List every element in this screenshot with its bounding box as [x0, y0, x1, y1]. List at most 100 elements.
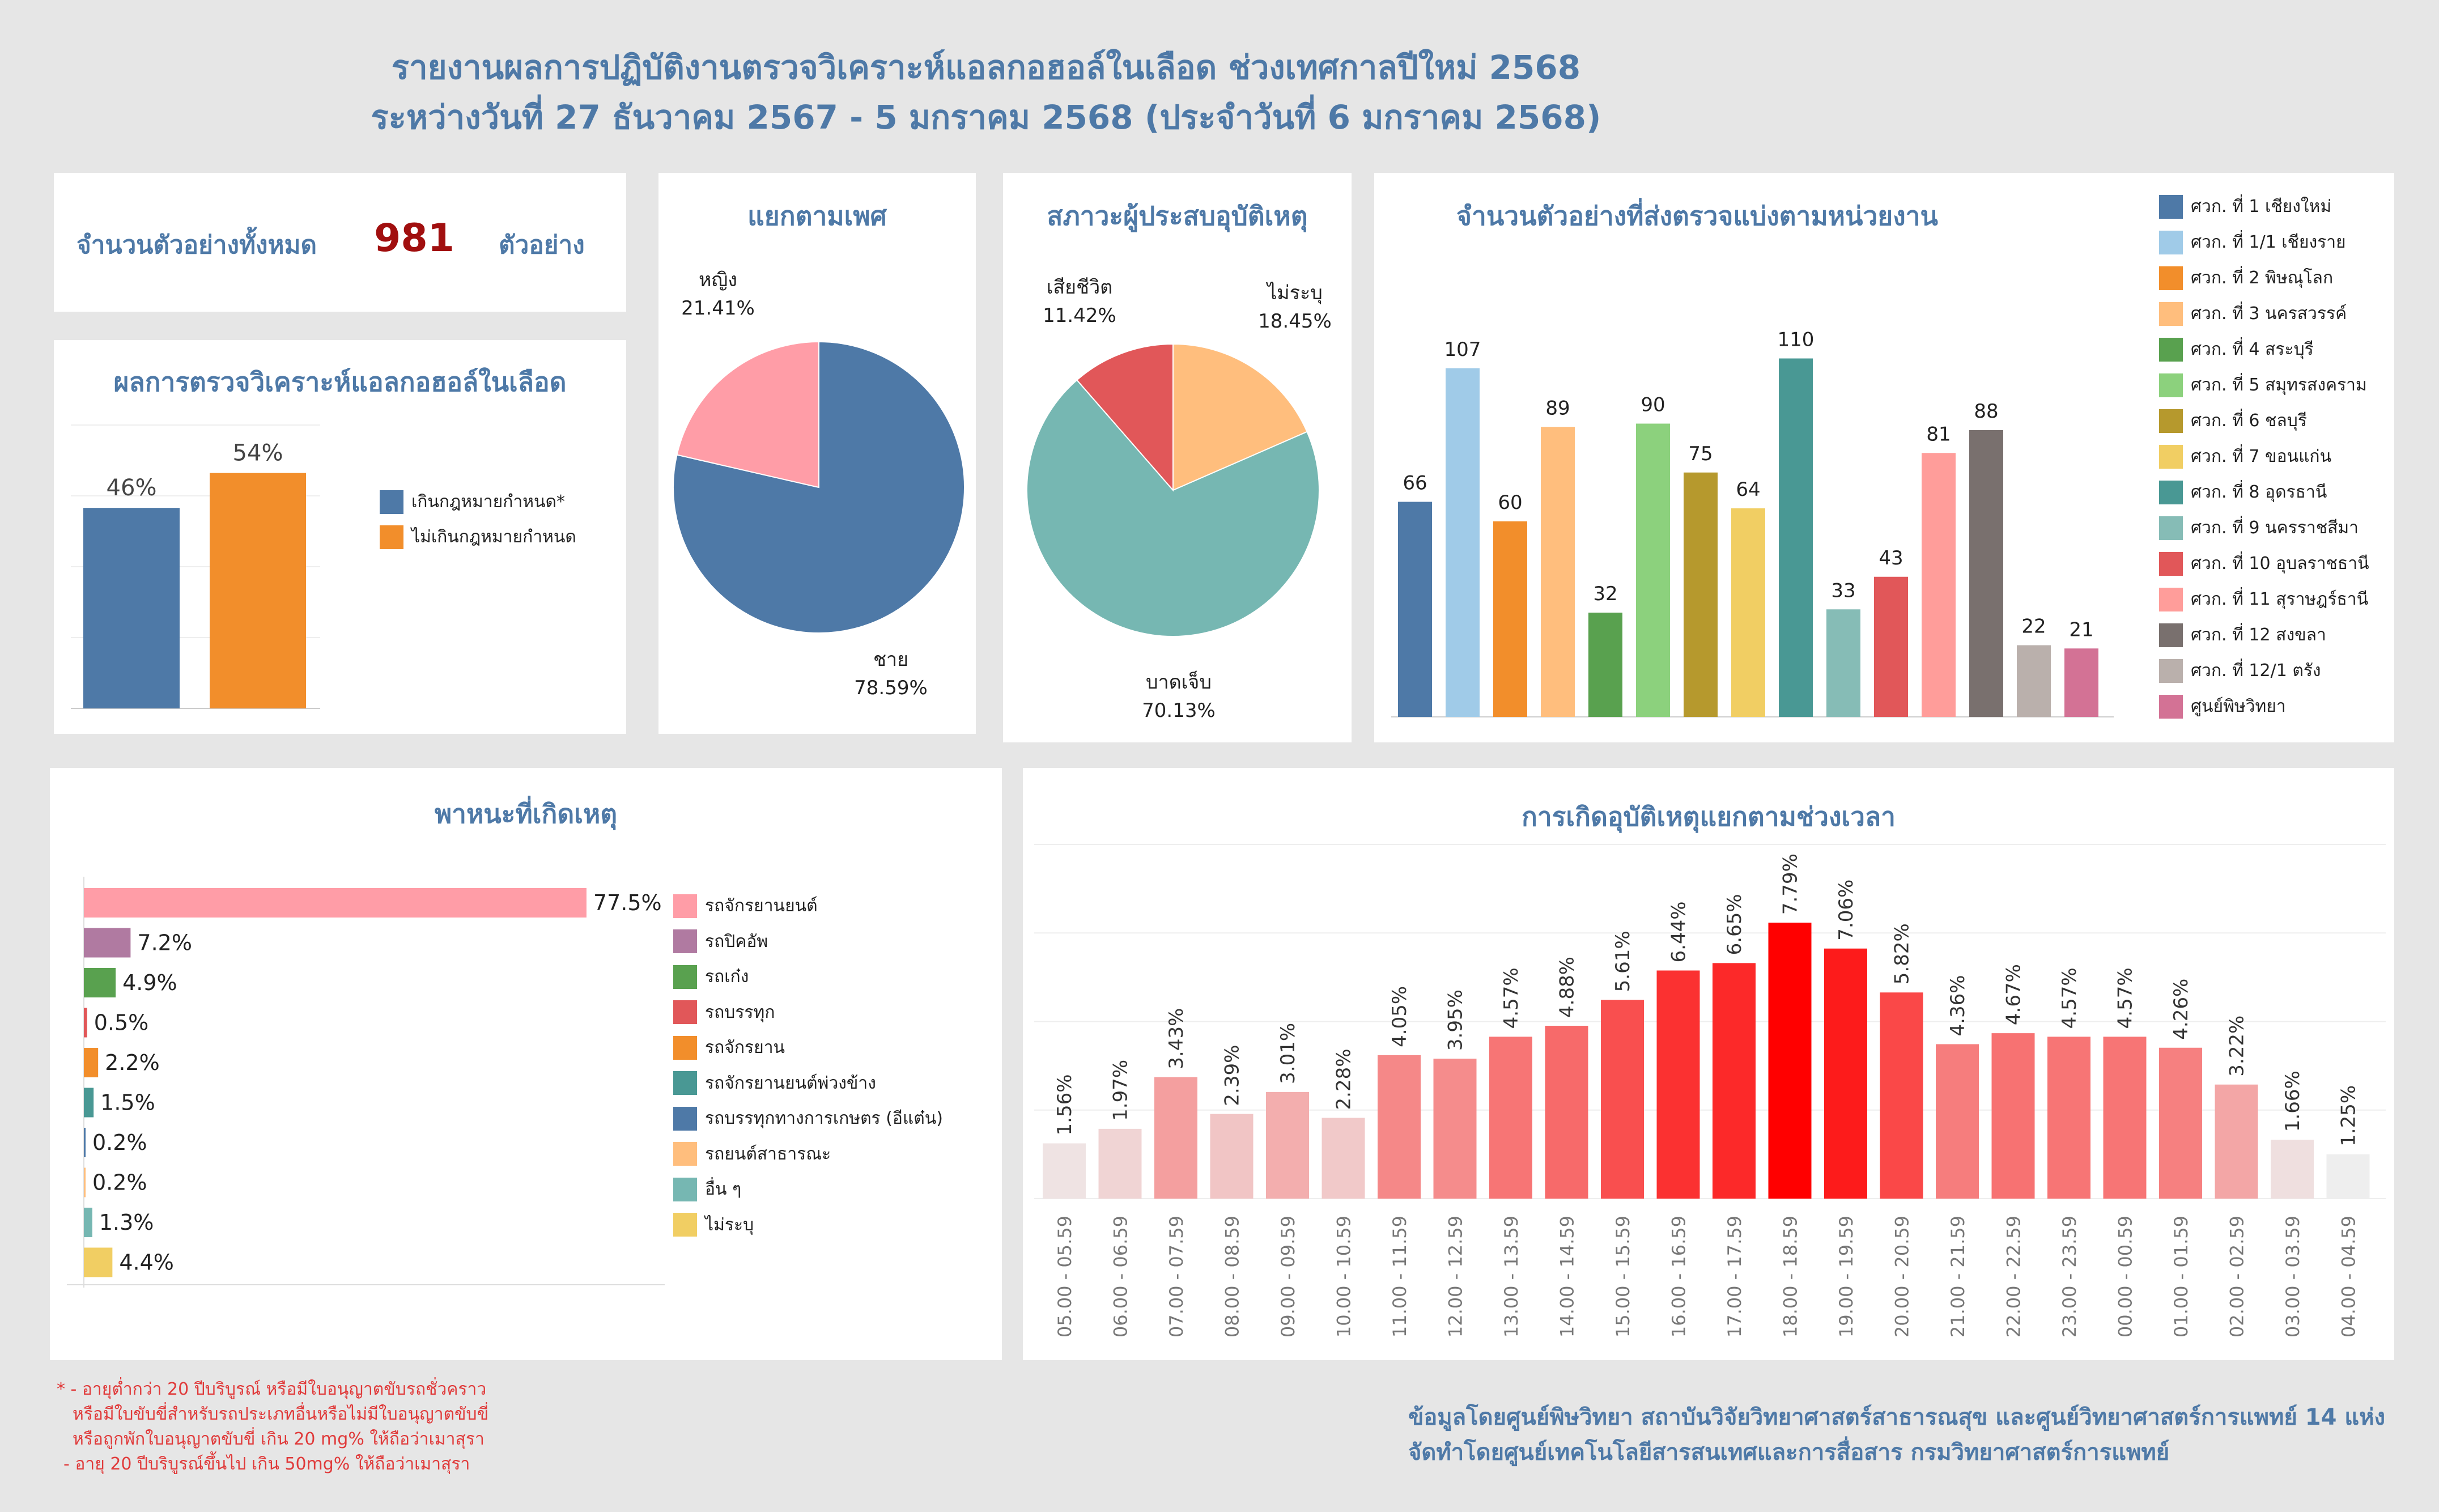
bar — [210, 473, 306, 708]
bar — [84, 1088, 94, 1118]
vehicle-legend-swatch — [673, 1035, 697, 1060]
unit-legend-swatch — [2159, 373, 2183, 397]
unit-legend-swatch — [2159, 337, 2183, 362]
status-pie-chart: ไม่ระบุ 18.45% บาดเจ็บ 70.13% เสียชีวิต 11.42… — [1026, 276, 1332, 722]
bar — [1493, 521, 1527, 717]
unit-legend-item: ศูนย์พิษวิทยา — [2159, 693, 2286, 720]
unit-title: จำนวนตัวอย่างที่ส่งตรวจแบ่งตามหน่วยงาน — [1456, 201, 1938, 231]
tick-label: 02.00 - 02.59 — [2226, 1216, 2248, 1337]
tick-label: 14.00 - 14.59 — [1557, 1216, 1578, 1337]
bar-label: 6.65% — [1723, 894, 1746, 955]
bar-label: 60 — [1498, 491, 1522, 514]
vehicle-legend-swatch — [673, 929, 697, 953]
bar-label: 64 — [1736, 478, 1760, 501]
unit-legend-label: ศวก. ที่ 6 ชลบุรี — [2191, 411, 2307, 431]
bar — [1098, 1128, 1142, 1199]
credit: ข้อมูลโดยศูนย์พิษวิทยา สถาบันวิจัยวิทยาศ… — [1408, 1400, 2385, 1470]
bar — [1210, 1114, 1254, 1199]
bar — [1601, 1000, 1644, 1199]
bar-label: 4.57% — [1500, 967, 1523, 1029]
bar — [1969, 430, 2003, 717]
bar-label: 5.82% — [1891, 923, 1914, 984]
bar-label: 0.5% — [94, 1010, 149, 1035]
unit-legend-swatch — [2159, 266, 2183, 290]
bar-label: 1.5% — [100, 1090, 155, 1115]
bar — [1922, 453, 1956, 717]
unit-legend-label: ศวก. ที่ 9 นครราชสีมา — [2191, 518, 2359, 538]
tick-label: 22.00 - 22.59 — [2003, 1216, 2025, 1337]
credit-line1: ข้อมูลโดยศูนย์พิษวิทยา สถาบันวิจัยวิทยาศ… — [1408, 1404, 2385, 1430]
footnote-line3: หรือถูกพักใบอนุญาตขับขี่ เกิน 20 mg% ให้… — [73, 1429, 485, 1449]
alcohol-result-chart: 46% 54% — [71, 424, 320, 709]
unit-legend-swatch — [2159, 623, 2183, 647]
bar — [1656, 970, 1700, 1199]
unit-legend-label: ศวก. ที่ 12/1 ตรัง — [2191, 661, 2321, 681]
unit-legend-swatch — [2159, 409, 2183, 433]
bar — [2215, 1084, 2258, 1199]
bar — [84, 968, 116, 997]
bar — [2017, 645, 2051, 717]
bar-label: 7.06% — [1835, 880, 1858, 941]
bar-label: 4.88% — [1556, 957, 1579, 1018]
vehicle-legend-swatch — [673, 1000, 697, 1024]
bar-label: 88 — [1974, 400, 1998, 423]
tick-label: 09.00 - 09.59 — [1277, 1216, 1299, 1337]
bar-label: 46% — [107, 475, 157, 501]
alcohol-result-title: ผลการตรวจวิเคราะห์แอลกอฮอล์ในเลือด — [113, 367, 567, 397]
vehicle-legend-swatch — [673, 1142, 697, 1166]
bar-label: 0.2% — [92, 1130, 147, 1155]
bar — [1713, 963, 1756, 1199]
unit-panel: จำนวนตัวอย่างที่ส่งตรวจแบ่งตามหน่วยงาน 6… — [1374, 173, 2394, 742]
bar — [1489, 1037, 1532, 1199]
tick-label: 04.00 - 04.59 — [2338, 1216, 2360, 1337]
vehicle-legend-label: รถบรรทุก — [705, 1002, 775, 1022]
bar-label: 32 — [1593, 583, 1617, 605]
tick-label: 08.00 - 08.59 — [1222, 1216, 1243, 1337]
vehicle-title: พาหนะที่เกิดเหตุ — [434, 799, 618, 829]
unit-legend-item: ศวก. ที่ 2 พิษณุโลก — [2159, 265, 2333, 291]
unit-legend-item: ศวก. ที่ 7 ขอนแก่น — [2159, 443, 2331, 470]
bar-label: 1.25% — [2338, 1085, 2360, 1146]
vehicle-legend-label: อื่น ๆ — [705, 1179, 742, 1199]
tick-label: 18.00 - 18.59 — [1780, 1216, 1801, 1337]
bar — [2047, 1037, 2090, 1199]
bar — [84, 1247, 113, 1277]
report-title-line1: รายงานผลการปฏิบัติงานตรวจวิเคราะห์แอลกอฮ… — [391, 48, 1581, 87]
bar — [84, 1167, 86, 1197]
bar-label: 1.3% — [99, 1210, 154, 1235]
bar — [83, 508, 180, 708]
unit-legend-swatch — [2159, 587, 2183, 611]
bar-label: 1.56% — [1053, 1074, 1076, 1135]
unit-legend-item: ศวก. ที่ 6 ชลบุรี — [2159, 407, 2307, 434]
bar — [1874, 576, 1908, 717]
alcohol-legend-item: ไม่เกินกฎหมายกำหนด — [380, 524, 576, 550]
unit-legend-swatch — [2159, 659, 2183, 683]
vehicle-legend-swatch — [673, 1071, 697, 1095]
vehicle-bar-chart: 77.5% 7.2% 4.9% 0.5% 2.2% 1.5% 0.2% 0.2% 1.3% 4.4… — [67, 877, 665, 1288]
vehicle-panel: พาหนะที่เกิดเหตุ 77.5% 7.2% 4.9% 0.5% 2.2% 1.… — [50, 768, 1002, 1360]
tick-label: 11.00 - 11.59 — [1389, 1216, 1410, 1337]
bar-label: 66 — [1403, 472, 1427, 495]
vehicle-legend-swatch — [673, 894, 697, 918]
bar-label: 0.2% — [92, 1170, 147, 1195]
bar-label: 4.9% — [122, 970, 177, 995]
bar — [1322, 1118, 1365, 1199]
bar — [1779, 358, 1813, 717]
vehicle-legend-label: รถยนต์สาธารณะ — [705, 1144, 831, 1164]
alcohol-legend-swatch — [380, 490, 403, 514]
gender-title: แยกตามเพศ — [747, 201, 887, 231]
gender-slice-label: หญิง — [699, 269, 737, 291]
bar — [1378, 1055, 1421, 1199]
alcohol-legend-item: เกินกฎหมายกำหนด* — [380, 489, 565, 515]
unit-legend-swatch — [2159, 516, 2183, 540]
bar — [1154, 1077, 1197, 1199]
status-slice-value: 18.45% — [1258, 310, 1332, 333]
unit-legend-item: ศวก. ที่ 12/1 ตรัง — [2159, 657, 2321, 684]
unit-legend-item: ศวก. ที่ 12 สงขลา — [2159, 622, 2326, 648]
unit-legend-item: ศวก. ที่ 5 สมุทรสงคราม — [2159, 372, 2367, 398]
bar-label: 4.57% — [2058, 967, 2081, 1029]
tick-label: 01.00 - 01.59 — [2170, 1216, 2192, 1337]
bar-label: 1.66% — [2281, 1071, 2304, 1132]
bar — [2103, 1037, 2147, 1199]
bar-label: 4.57% — [2114, 967, 2137, 1029]
